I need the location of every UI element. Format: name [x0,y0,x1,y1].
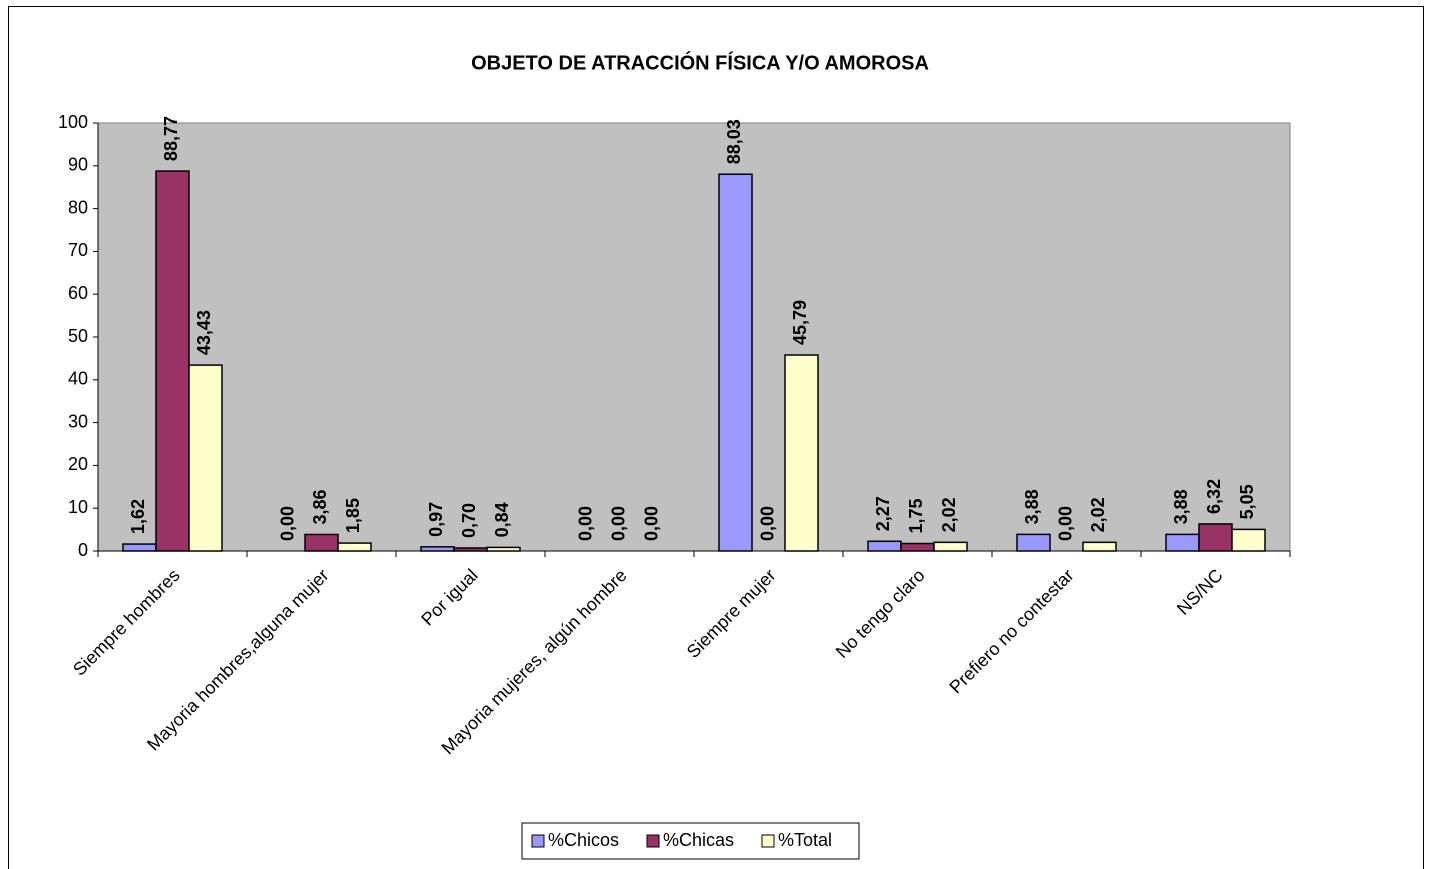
y-tick-label: 40 [68,369,88,389]
value-label: 2,27 [873,496,893,531]
bar [784,354,819,552]
chart-title: OBJETO DE ATRACCIÓN FÍSICA Y/O AMOROSA [471,50,929,74]
bar [933,541,968,552]
value-label: 3,88 [1171,489,1191,524]
value-label: 6,32 [1204,479,1224,514]
value-label: 5,05 [1237,484,1257,519]
bar [718,173,753,552]
bar [1198,523,1233,552]
bar [1231,528,1266,552]
value-label: 0,00 [757,506,777,541]
y-tick-label: 100 [58,112,88,132]
y-tick-label: 80 [68,197,88,217]
bar [122,543,157,552]
legend-box [521,822,860,860]
bar [304,533,339,552]
y-tick-label: 10 [68,497,88,517]
bar [337,542,372,552]
value-label: 1,85 [343,498,363,533]
y-tick-label: 30 [68,411,88,431]
legend-swatch [761,834,775,848]
value-label: 88,77 [161,116,181,161]
value-label: 0,00 [575,506,595,541]
value-label: 43,43 [194,310,214,355]
bar [900,542,935,552]
value-label: 0,00 [608,506,628,541]
value-label: 45,79 [790,300,810,345]
plot-area [97,122,1291,552]
bar [420,546,455,552]
value-label: 0,00 [1055,506,1075,541]
bar [1165,533,1200,552]
value-label: 1,75 [906,498,926,533]
legend-label: %Total [778,830,832,850]
legend-label: %Chicas [663,830,734,850]
value-label: 0,70 [459,503,479,538]
value-label: 3,88 [1022,489,1042,524]
value-label: 0,84 [492,502,512,537]
value-label: 1,62 [128,499,148,534]
y-tick-label: 50 [68,326,88,346]
y-tick-label: 90 [68,155,88,175]
value-label: 2,02 [939,497,959,532]
legend-swatch [646,834,660,848]
bar [1016,533,1051,552]
value-label: 0,00 [277,506,297,541]
y-tick-label: 20 [68,454,88,474]
value-label: 88,03 [724,119,744,164]
y-tick-label: 70 [68,240,88,260]
value-label: 2,02 [1088,497,1108,532]
value-label: 0,00 [641,506,661,541]
bar [155,170,190,552]
legend-label: %Chicos [548,830,619,850]
legend-swatch [531,834,545,848]
bar [867,540,902,552]
value-label: 3,86 [310,489,330,524]
bar [486,546,521,552]
value-label: 0,97 [426,502,446,537]
bar [453,547,488,552]
y-tick-label: 0 [78,540,88,560]
y-tick-label: 60 [68,283,88,303]
bar [188,364,223,552]
bar [1082,541,1117,552]
